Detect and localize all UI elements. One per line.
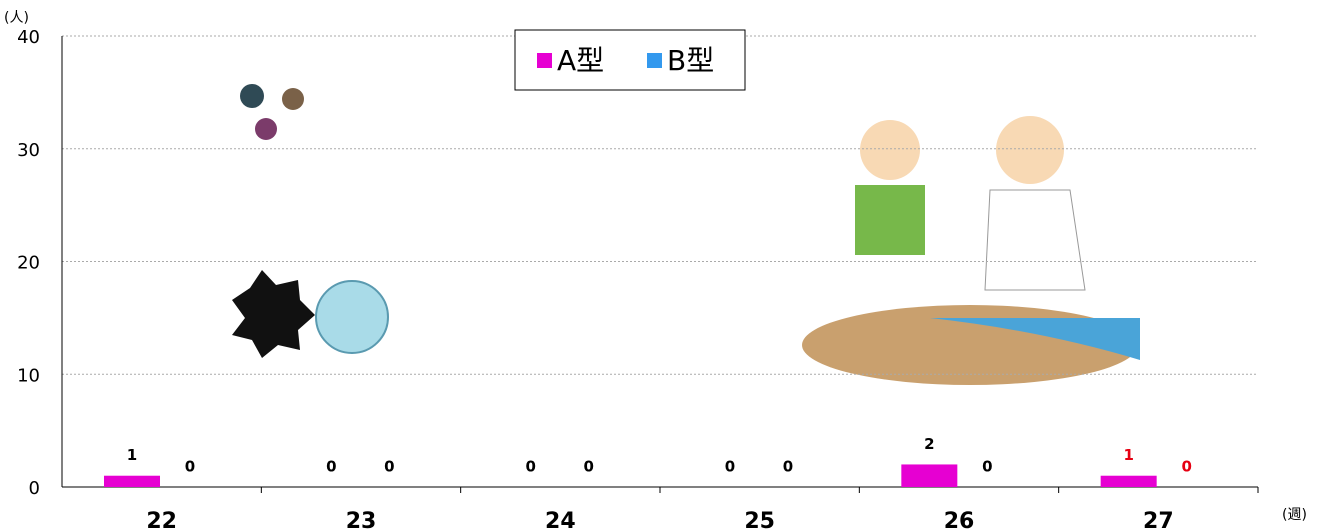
illustration-beach	[802, 116, 1140, 385]
chart: (人) (週) 01020304022102300240025002620271…	[0, 0, 1323, 531]
legend-label: A型	[557, 44, 604, 77]
data-label: 1	[1123, 446, 1133, 464]
bar	[901, 464, 957, 487]
legend-label: B型	[667, 44, 714, 77]
data-label: 0	[525, 458, 535, 476]
y-tick-label: 40	[17, 27, 40, 48]
legend: A型 B型	[515, 30, 745, 90]
y-tick-label: 0	[29, 478, 40, 499]
x-tick-label: 22	[146, 509, 177, 531]
x-tick-label: 26	[944, 509, 975, 531]
data-label: 0	[185, 458, 195, 476]
data-label: 0	[725, 458, 735, 476]
illustration-germs	[240, 84, 304, 140]
data-label: 1	[127, 446, 137, 464]
y-axis-label: (人)	[4, 10, 29, 26]
data-label: 0	[783, 458, 793, 476]
data-label: 0	[326, 458, 336, 476]
data-label: 0	[583, 458, 593, 476]
legend-swatch	[647, 53, 662, 68]
x-tick-label: 27	[1143, 509, 1174, 531]
x-tick-label: 24	[545, 509, 576, 531]
bar	[104, 476, 160, 487]
legend-swatch	[537, 53, 552, 68]
y-tick-label: 10	[17, 365, 40, 386]
x-tick-label: 23	[346, 509, 377, 531]
bar	[1101, 476, 1157, 487]
data-label: 0	[982, 458, 992, 476]
data-label: 0	[1181, 458, 1191, 476]
x-tick-label: 25	[744, 509, 775, 531]
data-label: 0	[384, 458, 394, 476]
y-tick-label: 20	[17, 253, 40, 274]
data-label: 2	[924, 435, 934, 453]
illustration-fight	[232, 270, 388, 358]
y-tick-label: 30	[17, 140, 40, 161]
x-axis-label: (週)	[1282, 507, 1307, 523]
